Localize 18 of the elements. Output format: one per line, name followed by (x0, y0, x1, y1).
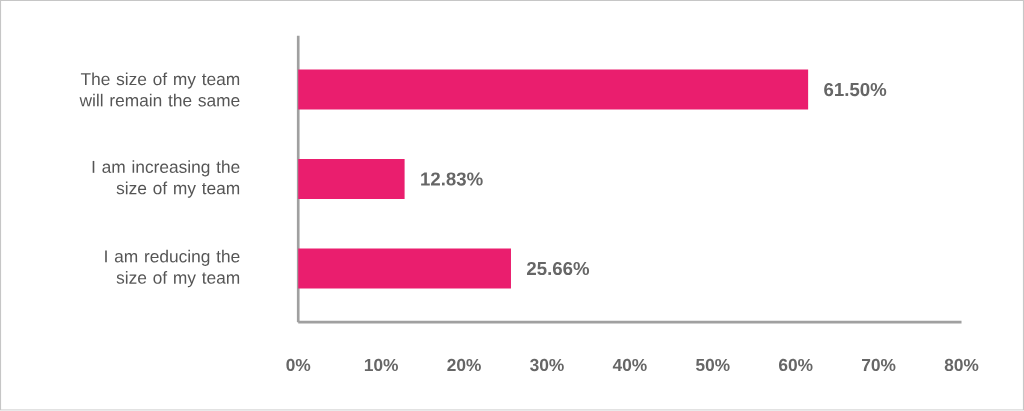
y-tick-label: I am reducing the size of my team (105, 249, 240, 288)
y-tick-label: I am increasing the size of my team (92, 160, 240, 198)
x-tick-label: 30% (530, 359, 564, 372)
x-tick-label: 70% (862, 359, 896, 372)
x-tick-label: 50% (696, 359, 730, 372)
x-tick-label: 0% (286, 359, 311, 372)
x-tick-label: 10% (364, 359, 398, 372)
data-label: 61.50% (824, 83, 887, 97)
bar (298, 159, 405, 200)
x-tick-label: 40% (612, 359, 647, 372)
data-label: 12.83% (421, 172, 483, 186)
y-tick-label: The size of my team will remain the same (79, 72, 240, 107)
bar (298, 69, 809, 110)
x-tick-label: 20% (447, 359, 481, 372)
data-label: 25.66% (526, 262, 590, 276)
bar (298, 248, 511, 289)
x-tick-label: 60% (779, 359, 813, 372)
x-tick-label: 80% (944, 359, 979, 372)
